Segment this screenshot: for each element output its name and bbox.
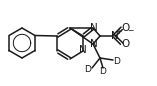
- Text: N: N: [111, 31, 119, 41]
- Text: O: O: [122, 39, 130, 49]
- Text: D: D: [114, 57, 120, 66]
- Text: D: D: [85, 66, 91, 74]
- Text: +: +: [115, 26, 121, 36]
- Text: N: N: [79, 45, 87, 55]
- Text: D: D: [100, 66, 106, 76]
- Text: −: −: [127, 26, 133, 36]
- Text: N: N: [90, 39, 98, 49]
- Text: N: N: [90, 23, 98, 33]
- Text: O: O: [122, 23, 130, 33]
